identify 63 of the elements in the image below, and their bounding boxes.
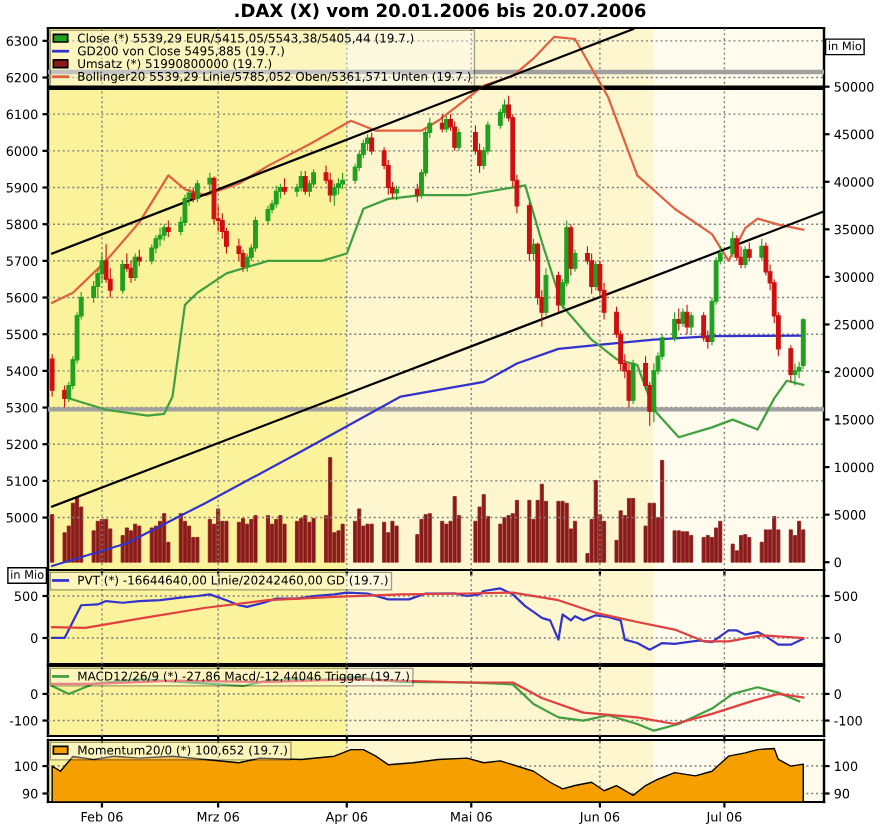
- candlestick: [273, 185, 279, 209]
- candlestick: [365, 133, 370, 152]
- candlestick: [788, 344, 794, 383]
- candlestick: [452, 120, 458, 152]
- candlestick: [676, 307, 682, 332]
- candlestick: [161, 223, 167, 242]
- candlestick: [369, 131, 375, 156]
- candlestick: [331, 183, 337, 207]
- candlestick: [190, 186, 196, 203]
- candlestick: [157, 227, 163, 247]
- candlestick: [701, 311, 707, 343]
- candlestick: [742, 245, 748, 269]
- candlestick: [302, 170, 308, 196]
- candlestick: [439, 113, 445, 134]
- line-series: [51, 334, 805, 568]
- candlestick: [543, 267, 549, 317]
- candlestick: [792, 362, 798, 387]
- candlestick: [253, 216, 258, 253]
- candlestick: [414, 183, 420, 203]
- candlestick: [182, 194, 188, 227]
- candlestick: [443, 115, 449, 134]
- candlestick: [244, 252, 250, 273]
- candlestick: [746, 241, 752, 262]
- candlestick: [572, 249, 578, 273]
- candlestick: [568, 223, 574, 277]
- candlestick: [630, 359, 636, 405]
- candlestick: [298, 170, 304, 192]
- chart-title: .DAX (X) vom 20.01.2006 bis 20.07.2006: [235, 3, 646, 20]
- candlestick: [62, 384, 68, 409]
- candlestick: [49, 353, 55, 398]
- candlestick: [207, 172, 213, 192]
- candlestick: [128, 260, 134, 284]
- candlestick: [327, 172, 333, 203]
- candlestick: [526, 201, 532, 262]
- candlestick: [800, 317, 806, 370]
- candlestick: [132, 252, 138, 282]
- candlestick: [456, 128, 462, 152]
- candlestick: [120, 260, 126, 295]
- candlestick: [680, 307, 686, 328]
- candlestick: [730, 230, 736, 258]
- candlestick: [531, 238, 536, 262]
- candlestick: [555, 271, 561, 313]
- candlestick: [626, 362, 632, 409]
- candlestick: [277, 183, 283, 200]
- candlestick: [165, 219, 171, 238]
- candlestick: [759, 238, 765, 262]
- candlestick: [265, 205, 271, 225]
- candlestick: [340, 172, 346, 190]
- candlestick: [311, 168, 317, 189]
- candlestick: [149, 243, 155, 266]
- candlestick: [136, 249, 142, 267]
- candlestick: [211, 175, 217, 225]
- candlestick: [194, 179, 200, 203]
- candlestick: [282, 177, 287, 196]
- line-series: [51, 35, 805, 304]
- candlestick: [734, 234, 740, 262]
- candlestick: [672, 311, 678, 343]
- candlestick: [589, 252, 595, 295]
- candlestick: [684, 304, 690, 335]
- candlestick: [394, 185, 399, 201]
- candlestick: [688, 311, 694, 335]
- line-series: [67, 184, 805, 439]
- candlestick: [497, 108, 503, 130]
